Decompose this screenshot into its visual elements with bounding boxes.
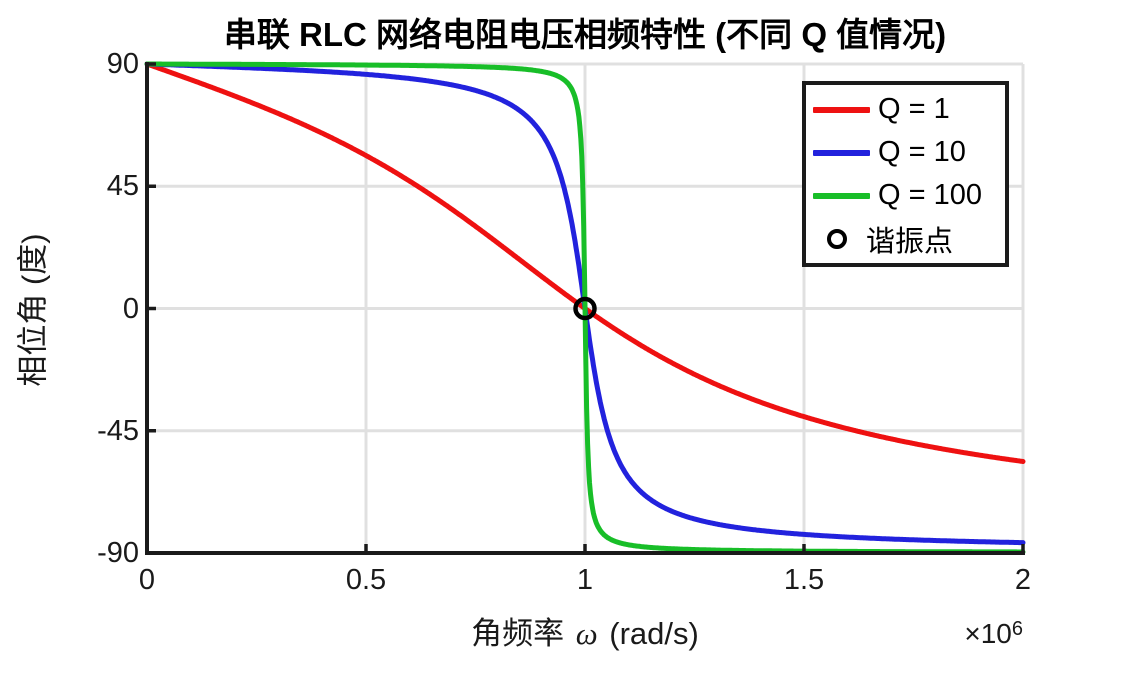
x-tick-label-15: 1.5 (783, 564, 825, 596)
legend-item-q100: Q = 100 (813, 175, 1005, 217)
legend-label-q1: Q = 1 (878, 93, 950, 125)
x-tick-label-0: 0 (138, 564, 156, 596)
chart-title: 串联 RLC 网络电阻电压相频特性 (不同 Q 值情况) (223, 16, 947, 53)
legend-line-sample-q100 (813, 192, 870, 199)
resonance-point-marker (573, 296, 597, 321)
x-tick-label-2: 2 (1014, 564, 1032, 596)
legend-circle-marker-icon (827, 228, 847, 249)
y-tick-label-0: 0 (122, 293, 139, 325)
x-axis-label-text: 角频率 (471, 616, 565, 651)
legend-line-sample-q1 (813, 106, 870, 113)
multiplier-exponent: 6 (1011, 618, 1023, 640)
y-tick-label-n90: -90 (97, 537, 139, 569)
x-tick-label-05: 0.5 (345, 564, 387, 596)
legend-label-q100: Q = 100 (878, 179, 982, 211)
x-axis-multiplier: ×106 (880, 618, 1023, 650)
legend-item-q1: Q = 1 (813, 89, 1005, 131)
legend-line-sample-q10 (813, 149, 870, 156)
legend-item-resonance: 谐振点 (813, 218, 1005, 260)
y-tick-label-90: 90 (106, 48, 139, 80)
legend-label-resonance: 谐振点 (866, 225, 954, 258)
omega-symbol: ω (575, 616, 598, 651)
y-tick-label-n45: -45 (97, 415, 139, 447)
legend-label-q10: Q = 10 (878, 136, 966, 168)
legend: Q = 1 Q = 10 Q = 100 谐振点 (802, 81, 1009, 267)
multiplier-base: ×10 (964, 618, 1012, 649)
x-axis-label-unit: (rad/s) (609, 616, 699, 651)
x-axis-label: 角频率 ω (rad/s) (147, 608, 1023, 653)
legend-item-q10: Q = 10 (813, 132, 1005, 174)
y-tick-label-45: 45 (106, 170, 139, 202)
x-tick-label-1: 1 (576, 564, 594, 596)
